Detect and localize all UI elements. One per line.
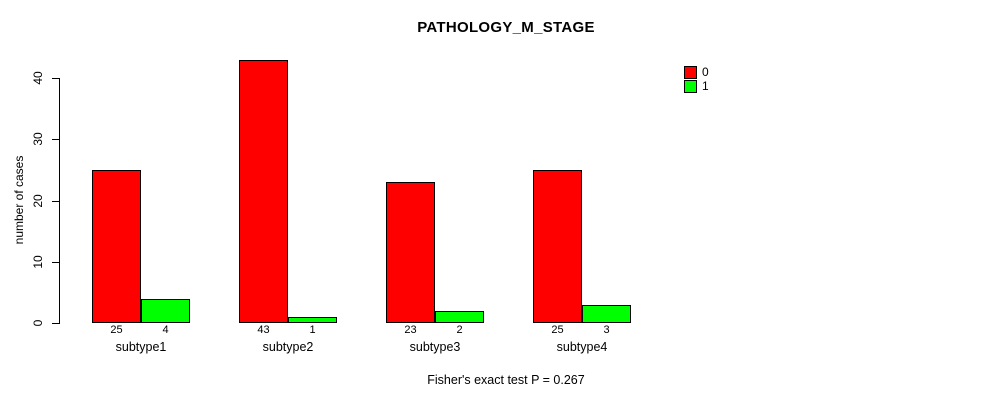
category-label-subtype4: subtype4 <box>556 340 608 354</box>
category-label-subtype3: subtype3 <box>409 340 461 354</box>
bar-value-label: 2 <box>456 324 463 336</box>
legend-row-0: 0 <box>684 65 709 80</box>
y-tick-mark <box>52 261 59 263</box>
y-tick-mark <box>52 323 59 324</box>
annotation-text: Fisher's exact test P = 0.267 <box>427 373 585 387</box>
bar-value-label: 43 <box>257 324 270 336</box>
y-tick-label: 0 <box>31 319 45 327</box>
y-axis-line <box>59 78 60 324</box>
y-axis-label: number of cases <box>12 155 26 245</box>
y-tick-mark <box>52 78 59 79</box>
bar-value-label: 25 <box>110 324 123 336</box>
bar-subtype4-series-1 <box>582 304 631 323</box>
bar-value-label: 4 <box>162 324 169 336</box>
legend-label: 1 <box>702 79 709 94</box>
bar-subtype4-series-0 <box>533 169 582 323</box>
bar-subtype3-series-0 <box>386 182 435 323</box>
bar-subtype2-series-1 <box>288 316 337 323</box>
bar-value-label: 23 <box>404 324 417 336</box>
legend-swatch-icon <box>684 65 697 79</box>
chart-title: PATHOLOGY_M_STAGE <box>417 19 595 36</box>
legend-swatch-icon <box>684 80 697 94</box>
bar-value-label: 3 <box>603 324 610 336</box>
y-tick-label: 20 <box>31 193 45 208</box>
y-tick-mark <box>52 200 59 202</box>
category-label-subtype2: subtype2 <box>262 340 314 354</box>
category-label-subtype1: subtype1 <box>115 340 167 354</box>
y-tick-mark <box>52 139 59 141</box>
y-tick-label: 30 <box>31 132 45 146</box>
y-tick-label: 10 <box>31 255 45 269</box>
bar-subtype2-series-0 <box>239 59 288 323</box>
legend-label: 0 <box>702 64 709 79</box>
bar-subtype3-series-1 <box>435 310 484 323</box>
legend-row-1: 1 <box>684 80 709 95</box>
bar-subtype1-series-0 <box>92 169 141 323</box>
y-tick-label: 40 <box>31 71 45 85</box>
bar-subtype1-series-1 <box>141 298 190 323</box>
bar-value-label: 1 <box>309 324 316 336</box>
bar-value-label: 25 <box>551 324 564 336</box>
